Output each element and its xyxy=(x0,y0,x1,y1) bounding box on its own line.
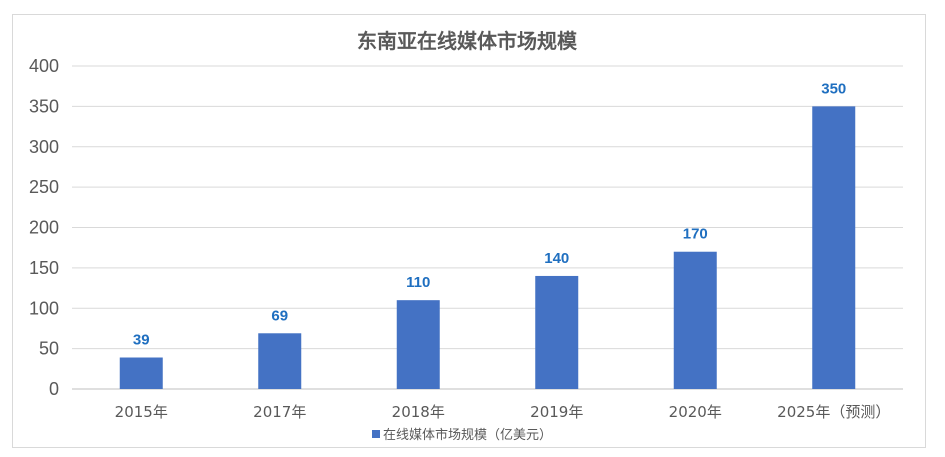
data-label: 69 xyxy=(271,307,288,324)
data-labels: 39 69 110 140 170 350 xyxy=(133,80,846,348)
bars xyxy=(119,106,856,389)
chart-frame xyxy=(12,14,926,448)
y-tick-label: 50 xyxy=(39,339,59,359)
y-tick-label: 400 xyxy=(29,56,59,76)
y-tick-label: 150 xyxy=(29,258,59,278)
y-tick-label: 200 xyxy=(29,218,59,238)
bar xyxy=(258,333,302,389)
y-axis-ticks: 0 50 100 150 200 250 300 350 400 xyxy=(29,56,59,399)
bar xyxy=(119,357,163,389)
gridlines xyxy=(72,65,903,390)
bar xyxy=(535,275,579,389)
x-tick-label: 2018年 xyxy=(392,403,445,421)
y-tick-label: 100 xyxy=(29,298,59,318)
legend-label: 在线媒体市场规模（亿美元） xyxy=(383,427,552,443)
legend-swatch xyxy=(372,430,380,438)
data-label: 170 xyxy=(683,226,708,243)
chart-title: 东南亚在线媒体市场规模 xyxy=(357,29,578,53)
x-tick-label: 2019年 xyxy=(530,403,583,421)
data-label: 39 xyxy=(133,332,150,349)
bar xyxy=(812,106,856,389)
y-tick-label: 300 xyxy=(29,137,59,157)
bar xyxy=(396,300,440,389)
y-tick-label: 250 xyxy=(29,177,59,197)
data-label: 350 xyxy=(821,80,846,97)
data-label: 140 xyxy=(544,250,569,267)
x-tick-label: 2017年 xyxy=(253,403,306,421)
y-tick-label: 350 xyxy=(29,96,59,116)
x-axis-ticks: 2015年 2017年 2018年 2019年 2020年 2025年（预测） xyxy=(115,403,891,421)
x-tick-label: 2020年 xyxy=(669,403,722,421)
bar xyxy=(673,251,717,389)
data-label: 110 xyxy=(406,274,430,291)
y-tick-label: 0 xyxy=(49,379,59,399)
legend: 在线媒体市场规模（亿美元） xyxy=(372,427,552,443)
x-tick-label: 2015年 xyxy=(115,403,168,421)
x-tick-label: 2025年（预测） xyxy=(777,403,890,421)
